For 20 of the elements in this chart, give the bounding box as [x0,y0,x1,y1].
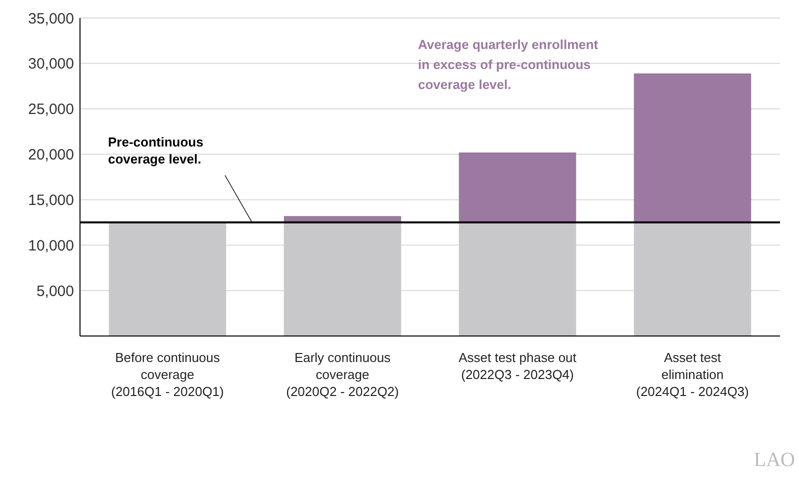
text: Average quarterly enrollment in excess of pre-continuous coverage level. [418,37,599,92]
bar [634,73,752,222]
bar [108,222,226,336]
bar [634,222,752,336]
x-tick-label: Early continuous coverage (2020Q2 - 2022Q2) [286,350,399,399]
x-tick-label: Before continuous coverage (2016Q1 - 2020Q1) [111,350,224,399]
y-tick-label: 15,000 [28,192,74,209]
x-tick-label: Asset test phase out (2022Q3 - 2023Q4) [458,350,577,382]
x-tick-label: Asset test elimination (2024Q1 - 2024Q3) [636,350,749,399]
bar [458,152,576,222]
y-tick-label: 5,000 [36,282,74,300]
bar [458,222,576,336]
y-tick-label: 35,000 [28,10,74,28]
y-tick-label: 30,000 [28,56,74,73]
bar [284,222,402,336]
y-tick-label: 20,000 [28,146,74,164]
y-tick-label: 10,000 [28,237,74,254]
ref-line-label: Pre-continuous coverage level. [108,134,204,166]
y-tick-label: 25,000 [28,101,74,118]
text: LAO [754,449,795,471]
